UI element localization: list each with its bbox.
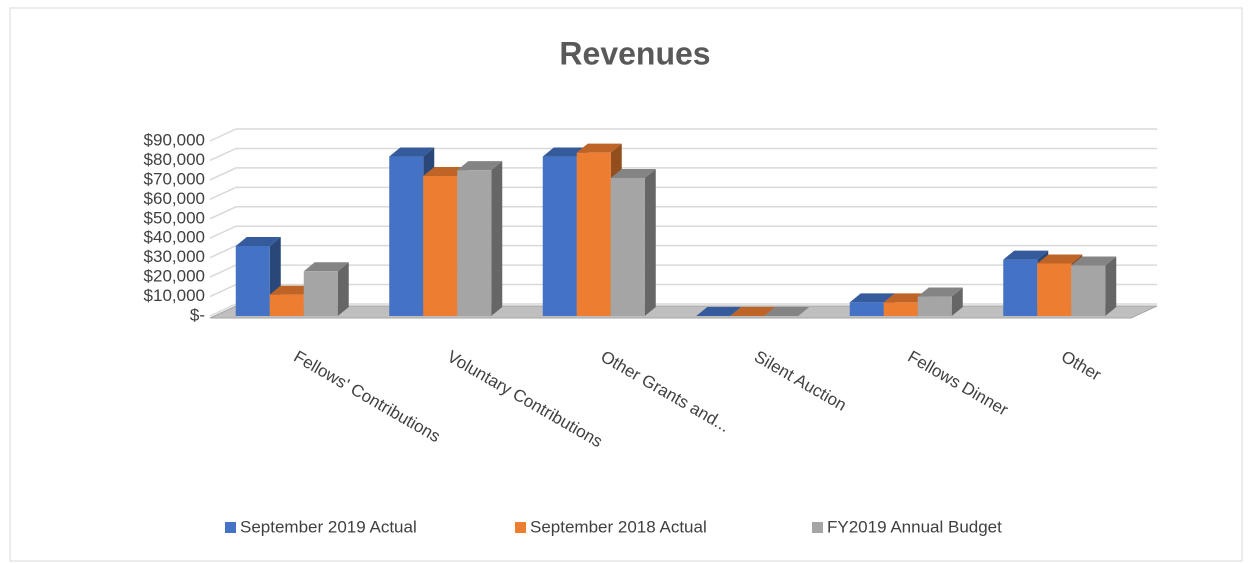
legend-swatch bbox=[515, 522, 526, 533]
bar bbox=[1071, 265, 1106, 316]
legend-label: FY2019 Annual Budget bbox=[827, 517, 1002, 536]
bar bbox=[1003, 259, 1038, 316]
bar bbox=[303, 271, 338, 316]
bar-top bbox=[1071, 256, 1117, 266]
chart-title: Revenues bbox=[559, 35, 710, 71]
bar-top bbox=[423, 167, 469, 176]
bar bbox=[542, 156, 577, 316]
bar-side bbox=[644, 168, 656, 316]
y-tick-label: $90,000 bbox=[144, 130, 205, 149]
y-tick-label: $80,000 bbox=[144, 150, 205, 169]
bar-side bbox=[337, 262, 349, 316]
grid-line bbox=[209, 147, 1157, 162]
bar-top bbox=[576, 143, 622, 153]
y-tick-label: $50,000 bbox=[144, 208, 205, 227]
y-tick-label: $20,000 bbox=[144, 267, 205, 286]
bar bbox=[1037, 263, 1072, 316]
y-tick-label: $10,000 bbox=[144, 286, 205, 305]
y-tick-label: $40,000 bbox=[144, 228, 205, 247]
grid-line bbox=[209, 206, 1157, 220]
y-tick-label: $30,000 bbox=[144, 247, 205, 266]
grid-line bbox=[209, 167, 1157, 181]
bar-top bbox=[542, 147, 588, 157]
bar bbox=[610, 177, 645, 316]
bar-side bbox=[951, 287, 963, 316]
bar bbox=[849, 302, 884, 316]
bar-top bbox=[696, 307, 742, 316]
bar-top bbox=[849, 293, 895, 303]
bar-top bbox=[1003, 250, 1049, 260]
bar-top bbox=[389, 147, 435, 157]
bar-top bbox=[764, 307, 810, 316]
bar-side bbox=[491, 161, 503, 316]
bar bbox=[423, 176, 458, 316]
grid-line bbox=[209, 244, 1157, 259]
grid-line bbox=[209, 186, 1157, 201]
y-tick-label: $60,000 bbox=[144, 189, 205, 208]
bar-top bbox=[610, 168, 656, 178]
bar-top bbox=[917, 287, 963, 297]
bar bbox=[269, 294, 304, 316]
bar-side bbox=[1105, 256, 1117, 316]
bar bbox=[389, 156, 424, 316]
legend-label: September 2018 Actual bbox=[530, 517, 707, 536]
bar-top bbox=[235, 237, 281, 246]
legend-swatch bbox=[225, 522, 236, 533]
bar-top bbox=[269, 285, 315, 295]
grid-line bbox=[209, 225, 1157, 239]
bar-top bbox=[1037, 254, 1083, 264]
bar-top bbox=[883, 293, 929, 303]
bar bbox=[235, 246, 270, 316]
bar bbox=[457, 170, 492, 316]
bar bbox=[917, 296, 952, 316]
bar bbox=[883, 302, 918, 316]
bar-top bbox=[303, 262, 349, 272]
y-tick-label: $70,000 bbox=[144, 169, 205, 188]
legend-label: September 2019 Actual bbox=[240, 517, 417, 536]
grid-line bbox=[209, 128, 1157, 142]
y-tick-label: $- bbox=[190, 305, 205, 324]
legend-swatch bbox=[812, 522, 823, 533]
bar-top bbox=[730, 307, 776, 316]
bar bbox=[576, 152, 611, 316]
bar-top bbox=[457, 161, 503, 171]
